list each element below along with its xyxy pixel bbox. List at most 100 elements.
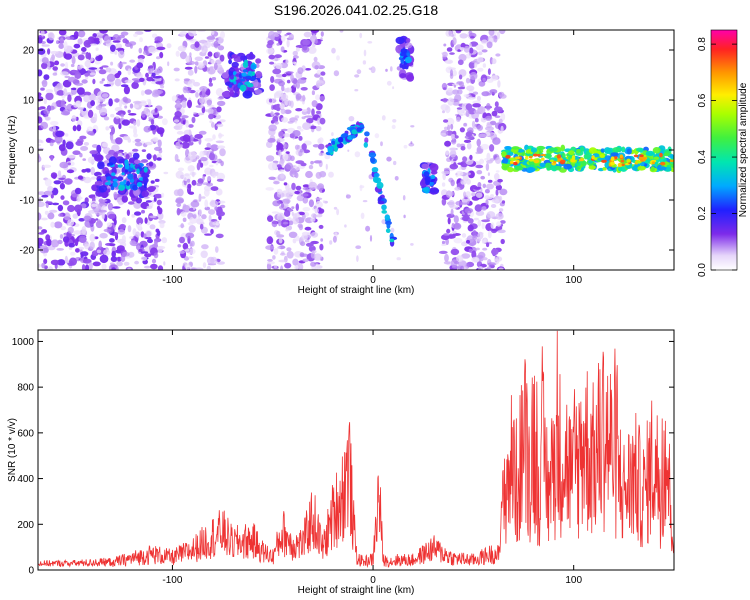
noise-blob [390, 66, 393, 72]
noise-blob [57, 259, 66, 266]
noise-blob [490, 75, 498, 81]
noise-blob [274, 94, 276, 100]
noise-blob [452, 37, 457, 45]
band-blob [575, 162, 581, 166]
colorbar-label: Normalized spectral amplitude [738, 82, 749, 217]
noise-blob [480, 175, 486, 180]
noise-blob [213, 62, 218, 71]
noise-blob [159, 222, 165, 229]
noise-blob [300, 234, 309, 240]
noise-blob [317, 117, 321, 125]
noise-blob [471, 250, 477, 259]
noise-blob [70, 251, 76, 256]
noise-blob [451, 83, 459, 86]
noise-blob [112, 40, 121, 43]
noise-blob [116, 256, 122, 262]
noise-blob [294, 120, 298, 124]
noise-blob [318, 137, 324, 144]
noise-blob [41, 194, 49, 198]
noise-blob [468, 248, 473, 253]
noise-blob [313, 160, 322, 164]
noise-blob [310, 217, 316, 222]
noise-blob [450, 248, 460, 256]
noise-blob [177, 139, 182, 143]
noise-blob [108, 213, 116, 220]
noise-blob [189, 38, 197, 43]
noise-blob [302, 197, 309, 204]
noise-blob [70, 63, 75, 68]
noise-blob [336, 208, 340, 216]
noise-blob [315, 110, 322, 115]
noise-blob [310, 30, 320, 34]
band-blob [563, 163, 573, 170]
band-blob [653, 156, 660, 160]
signal-blob [385, 228, 391, 233]
noise-blob [300, 193, 309, 197]
noise-blob [127, 68, 132, 76]
signal-blob [371, 167, 379, 173]
band-blob [588, 165, 596, 170]
band-blob [636, 160, 642, 164]
band-blob [509, 160, 514, 164]
signal-blob [136, 168, 140, 175]
noise-blob [267, 40, 274, 46]
noise-blob [79, 135, 87, 140]
noise-blob [84, 60, 91, 68]
snr-line [38, 330, 674, 568]
noise-blob [138, 249, 143, 252]
noise-blob [133, 120, 137, 126]
noise-blob [116, 261, 123, 267]
noise-blob [71, 56, 76, 65]
noise-blob [461, 233, 467, 238]
noise-blob [101, 78, 106, 82]
noise-blob [173, 124, 183, 131]
noise-blob [63, 41, 68, 50]
noise-blob [184, 264, 191, 270]
noise-blob [271, 220, 278, 228]
band-blob [621, 163, 625, 167]
noise-blob [486, 242, 490, 248]
noise-blob [213, 109, 217, 114]
noise-blob [124, 105, 128, 109]
noise-blob [356, 255, 359, 262]
noise-blob [38, 143, 41, 147]
noise-blob [80, 146, 89, 151]
noise-blob [482, 63, 487, 68]
noise-blob [156, 46, 166, 51]
noise-blob [477, 219, 482, 227]
signal-blob [249, 51, 254, 60]
noise-blob [87, 130, 95, 136]
noise-blob [208, 113, 214, 120]
noise-blob [311, 37, 315, 45]
noise-blob [113, 116, 121, 125]
noise-blob [456, 107, 463, 110]
noise-blob [500, 220, 506, 224]
noise-blob [174, 78, 180, 82]
noise-blob [98, 198, 104, 203]
noise-blob [39, 245, 48, 249]
noise-blob [392, 119, 397, 123]
noise-blob [109, 82, 114, 86]
noise-blob [50, 50, 59, 55]
noise-blob [475, 210, 485, 216]
noise-blob [294, 212, 301, 218]
band-blob [613, 156, 618, 160]
noise-blob [210, 228, 214, 235]
signal-blob [385, 220, 392, 226]
noise-blob [115, 48, 125, 51]
noise-blob [193, 199, 198, 203]
noise-blob [294, 115, 300, 119]
noise-blob [281, 73, 287, 78]
signal-blob [136, 182, 143, 187]
noise-blob [287, 100, 292, 107]
noise-blob [302, 187, 309, 191]
noise-blob [95, 55, 103, 62]
noise-blob [284, 262, 292, 269]
band-blob [503, 157, 509, 164]
noise-blob [454, 135, 459, 139]
noise-blob [481, 222, 485, 230]
noise-blob [155, 81, 164, 85]
noise-blob [449, 147, 457, 152]
noise-blob [461, 241, 468, 247]
noise-blob [283, 182, 288, 186]
